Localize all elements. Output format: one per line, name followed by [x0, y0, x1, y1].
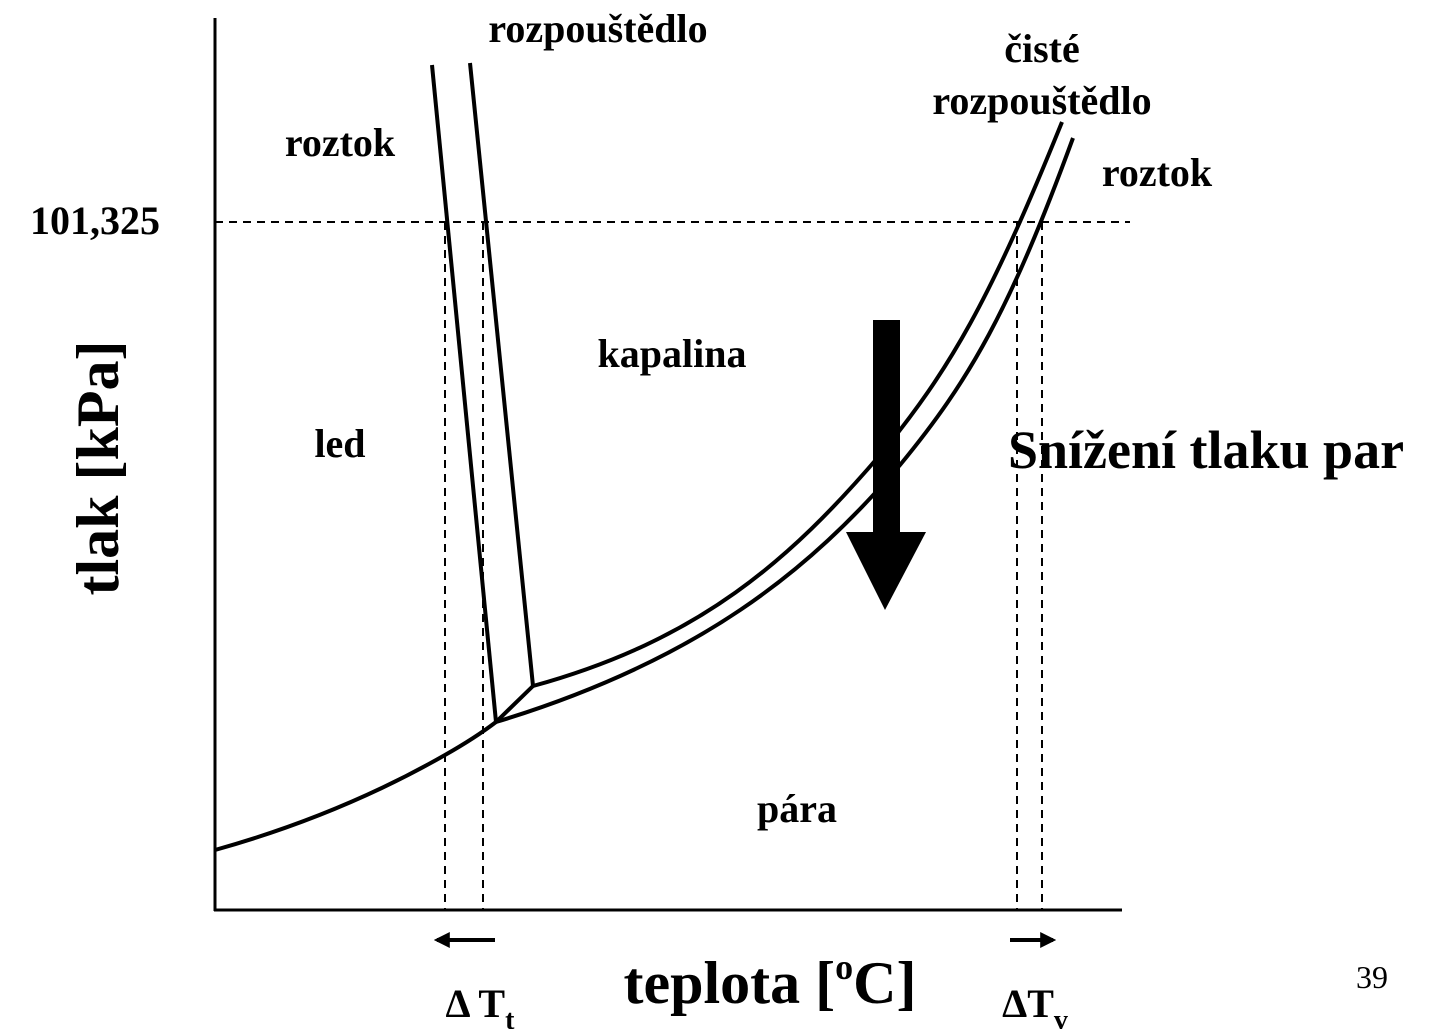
delta-symbol: Δ T	[446, 981, 506, 1026]
solution-vapor-curve	[495, 137, 1075, 724]
solution-melting-line	[430, 64, 498, 723]
x-label-text: teplota [	[624, 950, 836, 1016]
delta-label: Δ Tt	[446, 981, 516, 1029]
pure-solvent-vapor-curve	[532, 121, 1064, 688]
annotation: Snížení tlaku par	[1008, 420, 1404, 480]
y-axis-label: tlak [kPa]	[65, 341, 131, 596]
curve-label: rozpouštědlo	[932, 78, 1151, 123]
curve-label: čisté	[1004, 26, 1080, 71]
delta-sub: t	[505, 1005, 515, 1029]
region-label: pára	[757, 786, 837, 831]
sublimation-curve	[214, 720, 498, 852]
page-number: 39	[1356, 959, 1388, 995]
delta-sub: v	[1054, 1005, 1068, 1029]
curve-label: roztok	[1102, 150, 1213, 195]
arrow-head	[846, 532, 926, 610]
region-label: led	[314, 421, 365, 466]
delta-label: ΔTv	[1002, 981, 1068, 1029]
arrow-shaft	[873, 320, 900, 534]
region-label: kapalina	[598, 331, 747, 376]
pressure-value: 101,325	[30, 198, 160, 243]
x-label-end: C]	[853, 950, 916, 1016]
x-label-sup: o	[835, 947, 853, 987]
region-label: roztok	[285, 120, 396, 165]
delta-symbol: ΔT	[1002, 981, 1054, 1026]
connector	[494, 684, 535, 724]
curve-label: rozpouštědlo	[488, 6, 707, 51]
solvent-melting-line	[468, 62, 535, 687]
x-axis-label: teplota [oC]	[624, 947, 917, 1016]
